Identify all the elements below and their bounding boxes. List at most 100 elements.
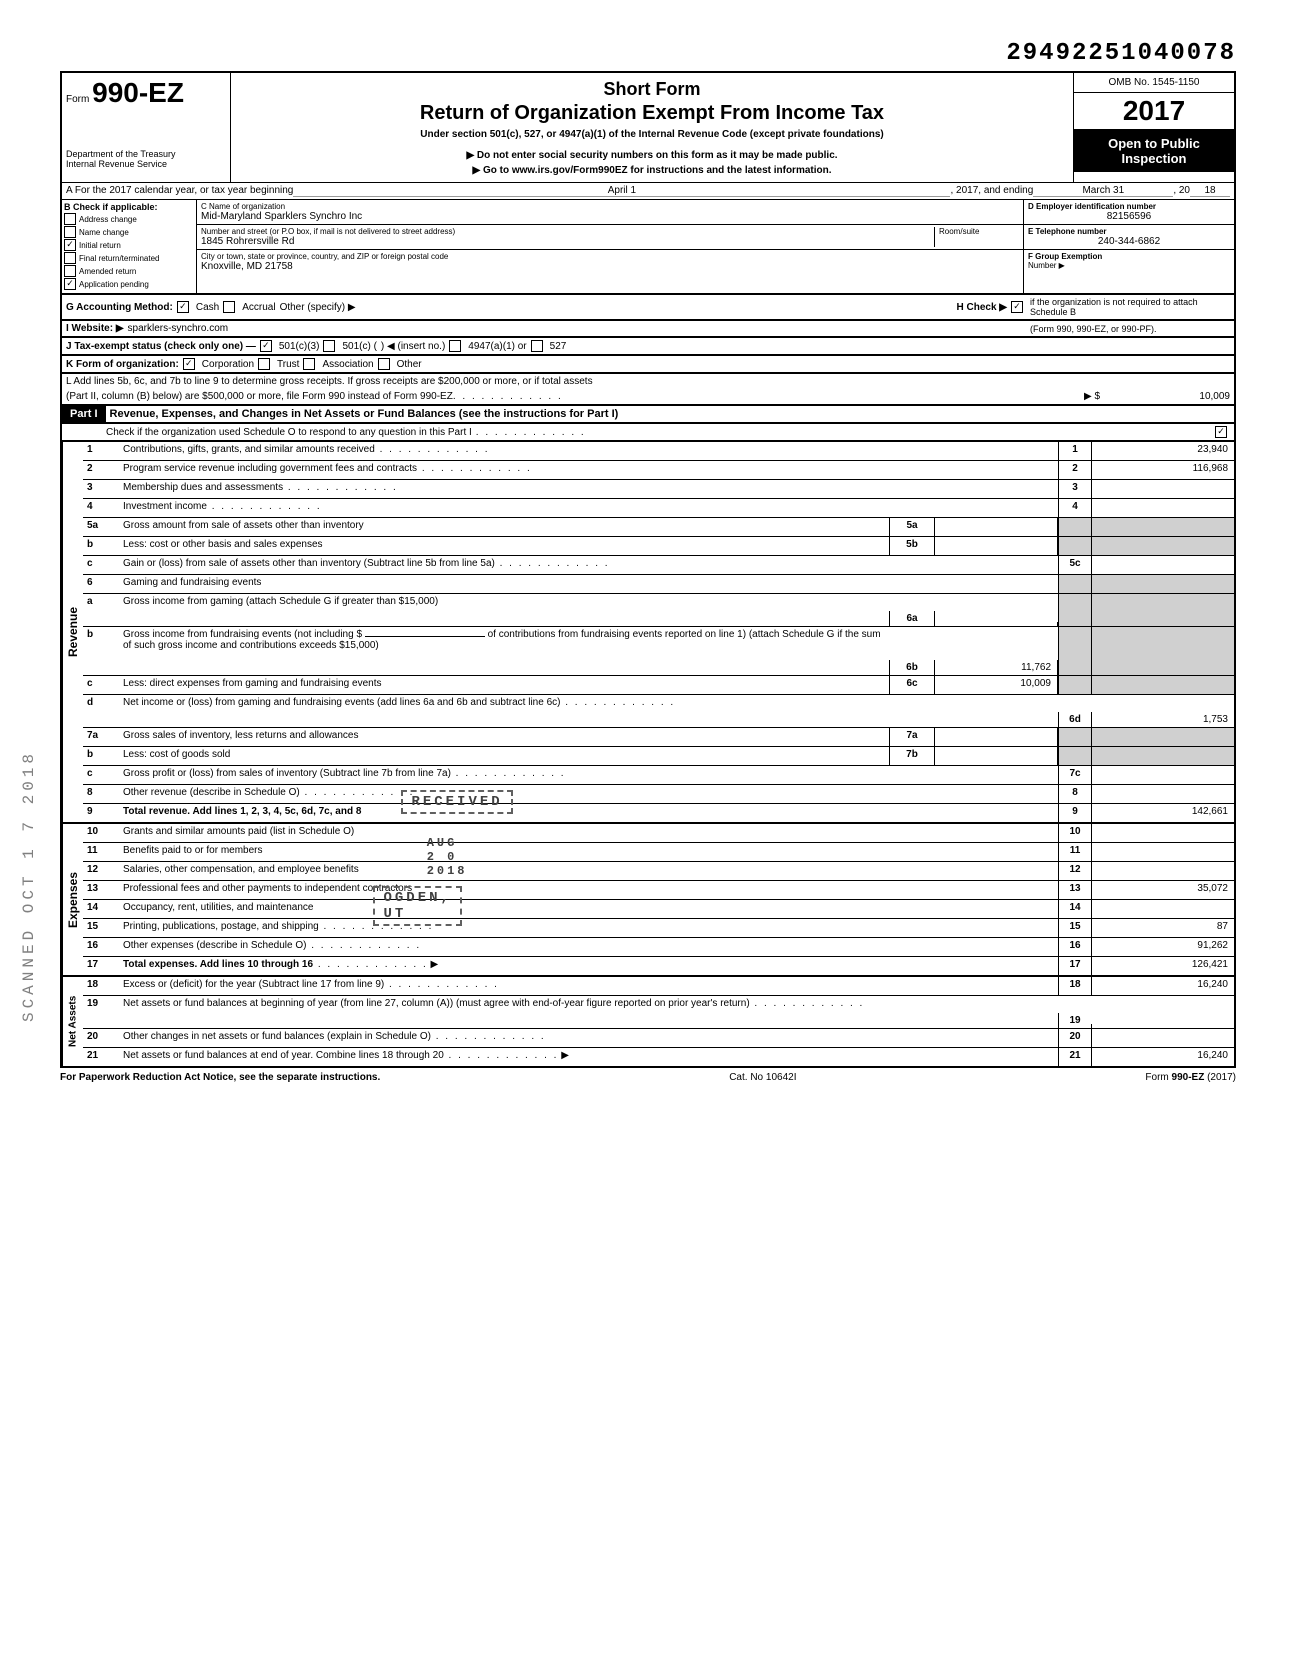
g-label: G Accounting Method:	[66, 302, 173, 313]
l6c-sub[interactable]: 10,009	[935, 676, 1058, 694]
cb-corp[interactable]: ✓	[183, 358, 195, 370]
l6a-sub[interactable]	[935, 622, 1058, 626]
l15-amt[interactable]: 87	[1091, 919, 1234, 937]
l9-amt[interactable]: 142,661	[1091, 804, 1234, 822]
cb-other-org[interactable]	[378, 358, 390, 370]
cb-part1-schedO[interactable]: ✓	[1215, 426, 1227, 438]
cb-address-change[interactable]	[64, 213, 76, 225]
cb-name-change[interactable]	[64, 226, 76, 238]
l21-text: Net assets or fund balances at end of ye…	[119, 1048, 1058, 1066]
l2-text: Program service revenue including govern…	[119, 461, 1058, 479]
cb-accrual[interactable]	[223, 301, 235, 313]
cb-initial-return[interactable]: ✓	[64, 239, 76, 251]
l17-amt[interactable]: 126,421	[1091, 957, 1234, 975]
l18-text: Excess or (deficit) for the year (Subtra…	[119, 977, 1058, 995]
l1-amt[interactable]: 23,940	[1091, 442, 1234, 460]
col-d-ids: D Employer identification number 8215659…	[1023, 200, 1234, 293]
l5a-box: 5a	[889, 518, 935, 536]
cb-527[interactable]	[531, 340, 543, 352]
l18-amt[interactable]: 16,240	[1091, 977, 1234, 995]
ein-value[interactable]: 82156596	[1028, 211, 1230, 222]
org-street[interactable]: 1845 Rohrersville Rd	[201, 236, 934, 247]
l10-amt[interactable]	[1091, 824, 1234, 842]
cb-final-return[interactable]	[64, 252, 76, 264]
omb-number: OMB No. 1545-1150	[1074, 73, 1234, 93]
l-value[interactable]: 10,009	[1100, 391, 1230, 402]
phone-value[interactable]: 240-344-6862	[1028, 236, 1230, 247]
l21-num: 21	[83, 1048, 119, 1066]
website-value[interactable]: sparklers-synchro.com	[128, 323, 229, 334]
l-label: L Add lines 5b, 6c, and 7b to line 9 to …	[66, 376, 1230, 387]
cb-501c[interactable]	[323, 340, 335, 352]
group-label2: Number ▶	[1028, 261, 1230, 270]
l6d-amt[interactable]: 1,753	[1091, 712, 1234, 727]
org-name[interactable]: Mid-Maryland Sparklers Synchro Inc	[201, 211, 1019, 222]
l2-amt[interactable]: 116,968	[1091, 461, 1234, 479]
cb-cash[interactable]: ✓	[177, 301, 189, 313]
l20-amt[interactable]	[1091, 1029, 1234, 1047]
tax-year-end-year[interactable]: 18	[1190, 185, 1230, 197]
l12-amt[interactable]	[1091, 862, 1234, 880]
lbl-address-change: Address change	[79, 215, 137, 224]
l6c-amtnum	[1058, 676, 1091, 694]
cb-trust[interactable]	[258, 358, 270, 370]
l5a-sub[interactable]	[935, 518, 1058, 536]
lbl-501c3: 501(c)(3)	[279, 341, 320, 352]
l12-text: Salaries, other compensation, and employ…	[119, 862, 1058, 880]
expenses-label: Expenses	[62, 824, 83, 975]
l19-amt[interactable]	[1091, 1024, 1234, 1028]
l13-amtnum: 13	[1058, 881, 1091, 899]
l16-amtnum: 16	[1058, 938, 1091, 956]
cb-501c3[interactable]: ✓	[260, 340, 272, 352]
cb-app-pending[interactable]: ✓	[64, 278, 76, 290]
l15-text: Printing, publications, postage, and shi…	[119, 919, 1058, 937]
i-label: I Website: ▶	[66, 323, 124, 334]
l7b-box: 7b	[889, 747, 935, 765]
l4-amt[interactable]	[1091, 499, 1234, 517]
cb-4947[interactable]	[449, 340, 461, 352]
l6c-num: c	[83, 676, 119, 694]
l16-amt[interactable]: 91,262	[1091, 938, 1234, 956]
l6c-text: Less: direct expenses from gaming and fu…	[119, 676, 889, 694]
l9-amtnum: 9	[1058, 804, 1091, 822]
l3-amt[interactable]	[1091, 480, 1234, 498]
l6a-text: Gross income from gaming (attach Schedul…	[119, 594, 889, 626]
l4-amtnum: 4	[1058, 499, 1091, 517]
l6a-box: 6a	[889, 611, 935, 626]
l8-amt[interactable]	[1091, 785, 1234, 803]
l5b-sub[interactable]	[935, 537, 1058, 555]
l6a-num: a	[83, 594, 119, 626]
l7a-sub[interactable]	[935, 728, 1058, 746]
cb-amended[interactable]	[64, 265, 76, 277]
org-city[interactable]: Knoxville, MD 21758	[201, 261, 1019, 272]
l11-amt[interactable]	[1091, 843, 1234, 861]
lbl-name-change: Name change	[79, 228, 129, 237]
l7c-amt[interactable]	[1091, 766, 1234, 784]
netassets-section: Net Assets 18Excess or (deficit) for the…	[60, 977, 1236, 1068]
l6b-sub[interactable]: 11,762	[935, 660, 1058, 675]
l7b-sub[interactable]	[935, 747, 1058, 765]
lbl-4947: 4947(a)(1) or	[468, 341, 526, 352]
l5a-text: Gross amount from sale of assets other t…	[119, 518, 889, 536]
c-name-label: C Name of organization	[201, 202, 1019, 211]
part1-check-text: Check if the organization used Schedule …	[106, 427, 472, 438]
tax-year-end-month[interactable]: March 31	[1033, 185, 1173, 197]
row-l-gross-receipts: L Add lines 5b, 6c, and 7b to line 9 to …	[60, 374, 1236, 406]
cb-assoc[interactable]	[303, 358, 315, 370]
l6b-num: b	[83, 627, 119, 675]
h-label: H Check ▶	[957, 302, 1007, 313]
l21-amt[interactable]: 16,240	[1091, 1048, 1234, 1066]
l16-num: 16	[83, 938, 119, 956]
row-i-website: I Website: ▶ sparklers-synchro.com (Form…	[60, 321, 1236, 338]
l7a-num: 7a	[83, 728, 119, 746]
l14-num: 14	[83, 900, 119, 918]
cb-h[interactable]: ✓	[1011, 301, 1023, 313]
l14-amt[interactable]	[1091, 900, 1234, 918]
l5a-amtnum	[1058, 518, 1091, 536]
l13-amt[interactable]: 35,072	[1091, 881, 1234, 899]
tax-year-begin[interactable]: April 1	[293, 185, 950, 197]
l5c-amt[interactable]	[1091, 556, 1234, 574]
received-stamp: RECEIVED	[401, 790, 512, 814]
dept-treasury: Department of the Treasury	[66, 149, 226, 159]
l10-num: 10	[83, 824, 119, 842]
